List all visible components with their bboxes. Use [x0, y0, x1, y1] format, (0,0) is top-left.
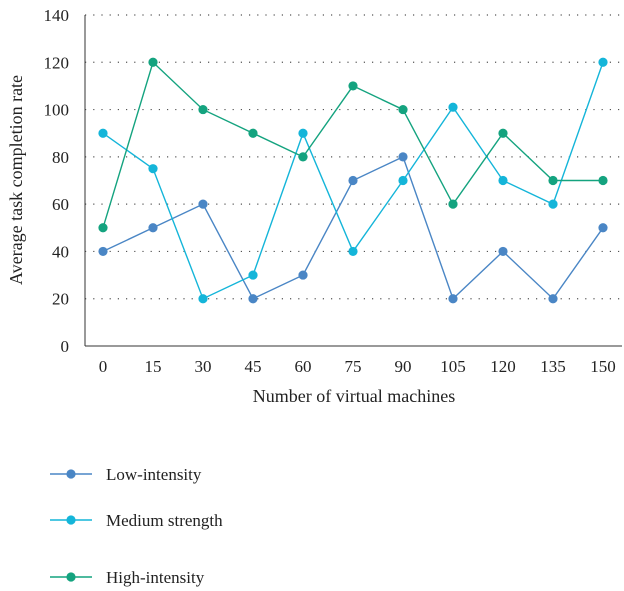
legend: Low-intensity Medium strength High-intensi… [50, 465, 223, 587]
legend-label: Medium strength [106, 511, 223, 530]
data-point-high-intensity [498, 128, 508, 138]
data-point-low-intensity [348, 175, 358, 186]
data-point-medium-strength [148, 164, 158, 174]
legend-marker [66, 469, 76, 479]
data-point-low-intensity [598, 223, 608, 233]
data-point-medium-strength [598, 57, 608, 67]
y-tick-label: 140 [44, 6, 70, 25]
data-point-high-intensity [548, 175, 558, 186]
data-point-medium-strength [198, 294, 208, 304]
data-point-high-intensity [248, 128, 258, 138]
y-tick-label: 60 [52, 195, 69, 214]
x-tick-label: 0 [99, 357, 108, 376]
legend-item-low-intensity: Low-intensity [50, 465, 202, 484]
data-point-high-intensity [598, 175, 608, 186]
data-point-low-intensity [298, 270, 308, 280]
data-point-medium-strength [548, 199, 558, 209]
data-point-medium-strength [298, 128, 308, 138]
y-tick-label: 20 [52, 290, 69, 309]
data-point-medium-strength [448, 102, 458, 112]
x-tick-label: 135 [540, 357, 566, 376]
x-tick-label: 15 [145, 357, 162, 376]
legend-label: High-intensity [106, 568, 205, 587]
data-point-low-intensity [198, 199, 208, 209]
legend-item-medium-strength: Medium strength [50, 511, 223, 530]
x-tick-label: 30 [195, 357, 212, 376]
data-point-low-intensity [248, 294, 258, 304]
data-point-high-intensity [148, 57, 158, 67]
data-point-high-intensity [198, 104, 208, 115]
data-point-high-intensity [448, 199, 458, 209]
y-tick-label: 80 [52, 148, 69, 167]
data-point-high-intensity [348, 81, 358, 91]
y-tick-label: 120 [44, 53, 70, 72]
y-tick-label: 0 [61, 337, 70, 356]
grid-lines [85, 14, 622, 300]
x-tick-label: 60 [295, 357, 312, 376]
legend-item-high-intensity: High-intensity [50, 568, 205, 587]
series-medium-strength [98, 57, 608, 304]
y-tick-labels: 0 20 40 60 80 100 120 140 [44, 6, 70, 356]
y-tick-label: 40 [52, 242, 69, 261]
x-tick-label: 75 [345, 357, 362, 376]
data-point-medium-strength [398, 175, 408, 186]
series-group [98, 57, 608, 304]
legend-label: Low-intensity [106, 465, 202, 484]
x-tick-label: 105 [440, 357, 466, 376]
x-tick-label: 90 [395, 357, 412, 376]
data-point-medium-strength [348, 246, 358, 257]
y-tick-label: 100 [44, 101, 70, 120]
data-point-low-intensity [398, 152, 408, 162]
series-high-intensity [98, 57, 608, 233]
data-point-low-intensity [548, 294, 558, 304]
axes [84, 15, 622, 347]
series-low-intensity [98, 152, 608, 304]
data-point-high-intensity [298, 152, 308, 162]
x-tick-label: 150 [590, 357, 616, 376]
x-tick-label: 45 [245, 357, 262, 376]
data-point-low-intensity [98, 246, 108, 257]
data-point-medium-strength [98, 128, 108, 138]
x-axis-label: Number of virtual machines [253, 386, 455, 406]
data-point-low-intensity [148, 223, 158, 233]
x-tick-label: 120 [490, 357, 516, 376]
data-point-medium-strength [248, 270, 258, 280]
y-axis-label: Average task completion rate [6, 75, 26, 285]
legend-marker [66, 572, 76, 582]
x-tick-labels: 0 15 30 45 60 75 90 105 120 135 150 [99, 357, 616, 376]
data-point-high-intensity [98, 223, 108, 233]
data-point-medium-strength [498, 175, 508, 186]
legend-marker [66, 515, 76, 525]
data-point-high-intensity [398, 104, 408, 115]
data-point-low-intensity [498, 246, 508, 257]
data-point-low-intensity [448, 294, 458, 304]
